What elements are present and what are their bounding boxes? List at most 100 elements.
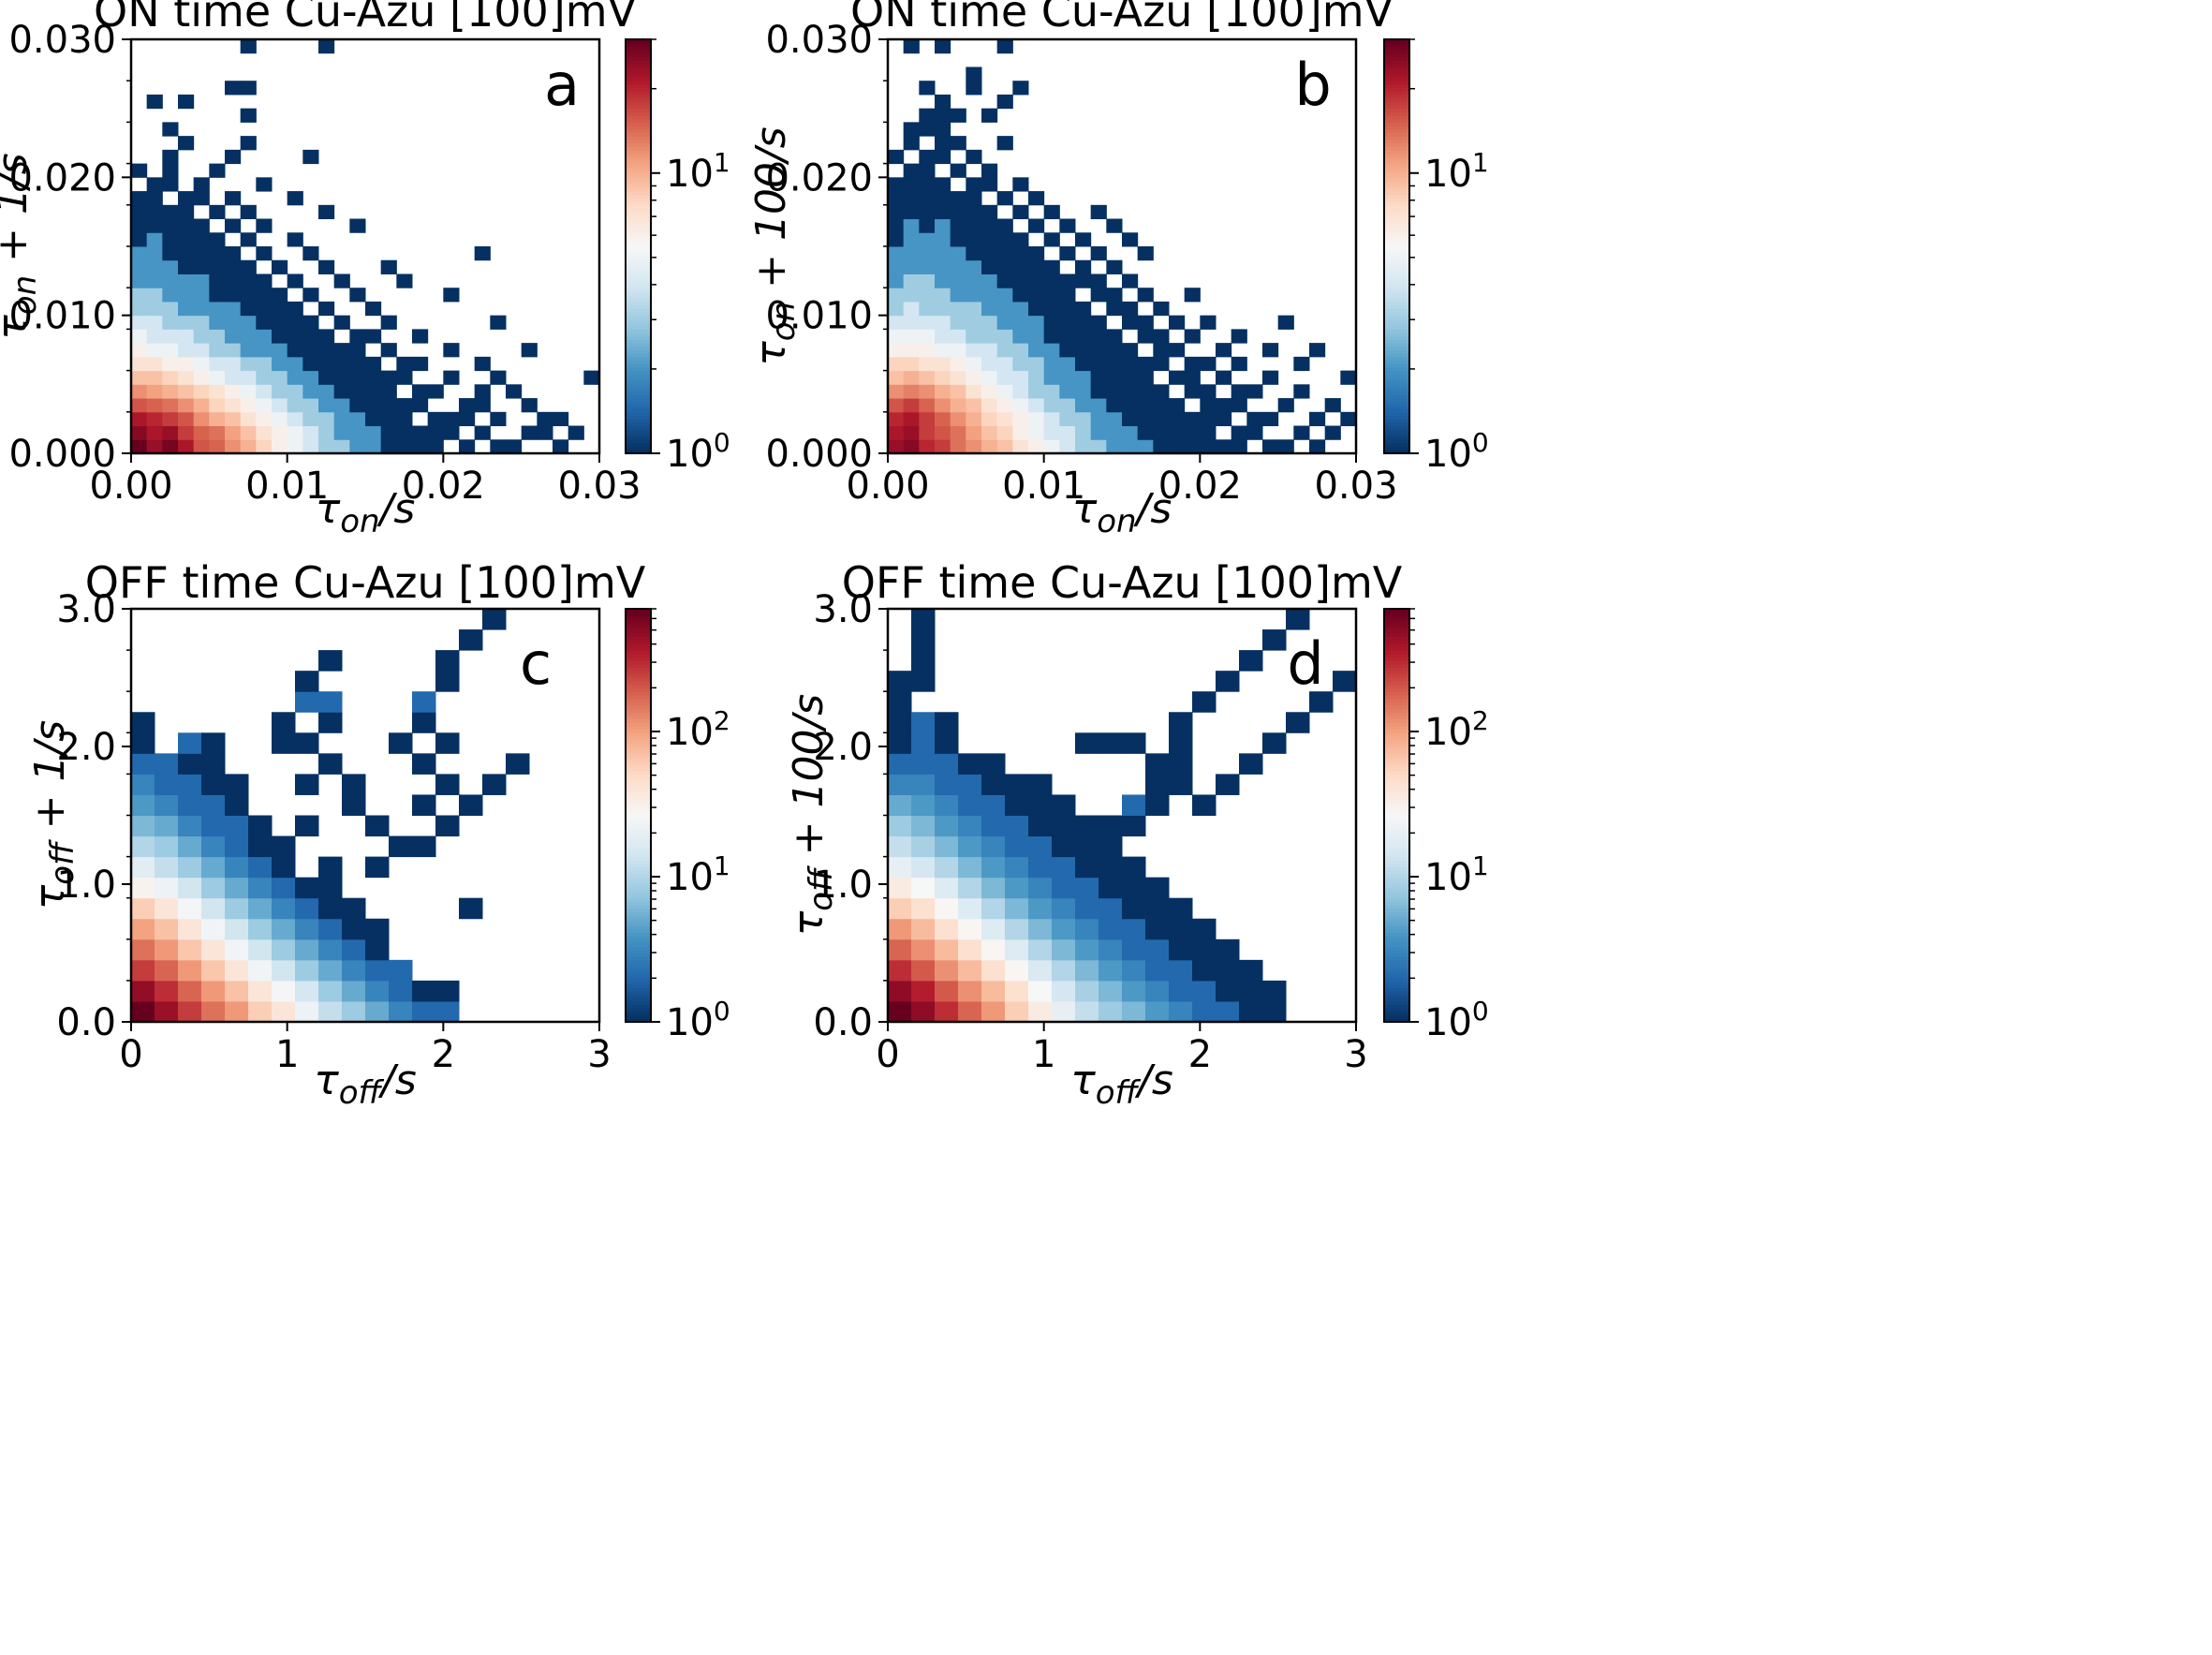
heatmap-cell [248,980,273,1002]
heatmap-cell [225,877,249,899]
heatmap-cell [1075,439,1092,454]
heatmap-cell [209,439,226,454]
heatmap-cell [287,384,303,399]
colorbar-segment [626,609,651,613]
colorbar-segment [1384,839,1409,844]
heatmap-cell [996,315,1013,330]
colorbar-tick-label: 101 [1424,850,1489,899]
heatmap-cell [146,259,163,274]
heatmap-cell [349,398,366,413]
heatmap-cell [225,897,249,920]
heatmap-cell [1090,288,1107,303]
heatmap-cell [490,370,507,385]
heatmap-cell [888,835,912,858]
colorbar-segment [1384,842,1409,848]
heatmap-cell [1075,384,1092,399]
heatmap-cell [996,439,1013,454]
heatmap-cell [146,232,163,247]
heatmap-cell [318,897,343,920]
y-tick-label: 0.000 [765,433,873,476]
heatmap-cell [1137,411,1154,427]
heatmap-cell [349,370,366,385]
heatmap-cell [1005,959,1029,982]
heatmap-cell [225,288,242,303]
colorbar-segment [626,132,651,137]
colorbar-segment [1384,222,1409,227]
heatmap-cell [911,877,936,899]
heatmap-cell [201,856,226,879]
heatmap-cell [1043,204,1060,220]
colorbar-segment [626,657,651,661]
chart-title: OFF time Cu-Azu [100]mV [842,557,1403,608]
colorbar-segment [626,91,651,96]
heatmap-cell [225,938,249,961]
colorbar-segment [626,432,651,437]
heatmap-cell [1122,273,1139,288]
heatmap-cell [966,370,982,385]
heatmap-cell [240,108,257,123]
heatmap-cell [1216,980,1240,1002]
heatmap-cell [248,835,273,858]
heatmap-cell [1262,629,1287,651]
heatmap-cell [1090,315,1107,330]
colorbar-segment [626,136,651,140]
heatmap-cell [178,273,195,288]
heatmap-cell [396,356,413,372]
heatmap-cell [490,439,507,454]
y-tick-label: 3.0 [56,588,116,631]
heatmap-cell [412,794,436,816]
colorbar-segment [1384,1000,1409,1006]
heatmap-cell [911,980,936,1002]
heatmap-cell [996,136,1013,151]
heatmap-cell [178,753,202,775]
heatmap-cell [318,712,343,733]
colorbar-segment [1384,225,1409,230]
colorbar-segment [626,684,651,689]
colorbar-segment [1384,811,1409,817]
heatmap-cell [1122,959,1146,982]
heatmap-cell [911,938,936,961]
colorbar-segment [1384,977,1409,982]
heatmap-cell [146,411,163,427]
colorbar-segment [626,994,651,998]
heatmap-cell [295,897,319,920]
heatmap-cell [981,259,998,274]
colorbar-segment [626,253,651,258]
heatmap-cell [966,246,982,261]
colorbar-segment [1384,194,1409,199]
colorbar-segment [1384,419,1409,423]
heatmap-cell [1216,439,1232,454]
colorbar-segment [1384,990,1409,996]
y-tick-label: 0.020 [8,156,116,199]
heatmap-cell [1052,938,1076,961]
colorbar-frame [1383,608,1410,1023]
heatmap-cell [209,329,226,344]
heatmap-cell [888,246,905,261]
heatmap-cell [958,1000,982,1023]
heatmap-cell [1005,938,1029,961]
heatmap-cell [553,411,569,427]
heatmap-cell [1216,398,1232,413]
colorbar-segment [626,739,651,744]
heatmap-cell [1028,918,1053,940]
colorbar-segment [1384,681,1409,686]
colorbar-segment [1384,128,1409,134]
colorbar-segment [1384,149,1409,155]
colorbar-segment [1384,153,1409,157]
colorbar-segment [1384,739,1409,744]
x-tick-label: 0.03 [557,465,641,508]
heatmap-cell [209,425,226,440]
heatmap-cell [903,288,920,303]
heatmap-cell [1145,897,1170,920]
heatmap-cell [1231,439,1247,454]
colorbar-segment [626,115,651,120]
colorbar-segment [1384,805,1409,809]
heatmap-cell [981,177,998,192]
heatmap-cell [256,301,273,317]
colorbar-segment [1384,442,1409,448]
colorbar-segment [626,842,651,848]
colorbar-segment [626,629,651,634]
heatmap-cell [209,356,226,372]
heatmap-cell [155,938,179,961]
heatmap-cell [272,938,296,961]
